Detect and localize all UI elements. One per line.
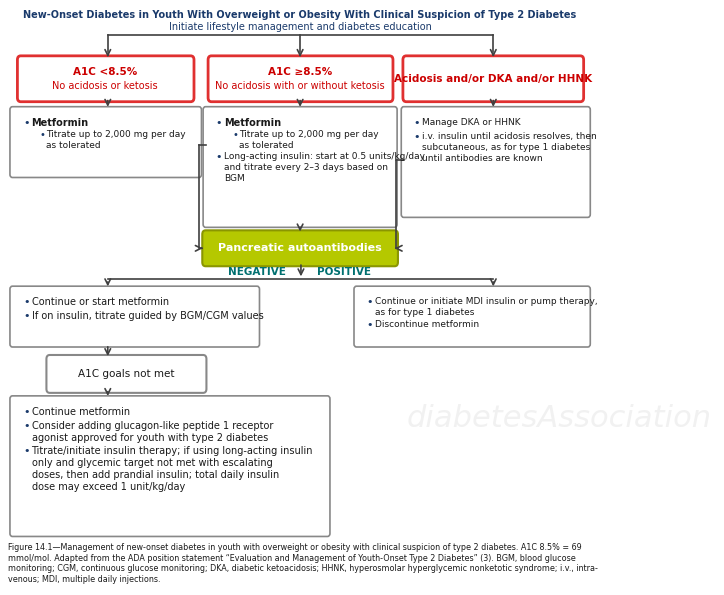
Text: i.v. insulin until acidosis resolves, then: i.v. insulin until acidosis resolves, th… (422, 131, 597, 140)
Text: Long-acting insulin: start at 0.5 units/kg/day: Long-acting insulin: start at 0.5 units/… (224, 152, 425, 161)
Text: as for type 1 diabetes: as for type 1 diabetes (375, 308, 474, 317)
Text: doses, then add prandial insulin; total daily insulin: doses, then add prandial insulin; total … (32, 469, 279, 480)
Text: agonist approved for youth with type 2 diabetes: agonist approved for youth with type 2 d… (32, 433, 268, 443)
Text: until antibodies are known: until antibodies are known (422, 154, 542, 162)
Text: Manage DKA or HHNK: Manage DKA or HHNK (422, 118, 521, 127)
Text: •: • (23, 297, 30, 307)
Text: and titrate every 2–3 days based on: and titrate every 2–3 days based on (224, 162, 388, 171)
Text: Metformin: Metformin (32, 118, 88, 128)
FancyBboxPatch shape (203, 107, 397, 227)
FancyBboxPatch shape (10, 286, 259, 347)
Text: A1C ≥8.5%: A1C ≥8.5% (268, 67, 332, 77)
FancyBboxPatch shape (401, 107, 590, 217)
Text: •: • (23, 311, 30, 321)
Text: Titrate/initiate insulin therapy; if using long-acting insulin: Titrate/initiate insulin therapy; if usi… (32, 446, 313, 456)
Text: No acidosis with or without ketosis: No acidosis with or without ketosis (215, 81, 385, 91)
Text: only and glycemic target not met with escalating: only and glycemic target not met with es… (32, 458, 272, 468)
Text: •: • (23, 446, 30, 456)
Text: •: • (40, 130, 46, 140)
Text: Consider adding glucagon-like peptide 1 receptor: Consider adding glucagon-like peptide 1 … (32, 421, 273, 431)
Text: Pancreatic autoantibodies: Pancreatic autoantibodies (218, 243, 382, 253)
Text: If on insulin, titrate guided by BGM/CGM values: If on insulin, titrate guided by BGM/CGM… (32, 311, 264, 321)
FancyBboxPatch shape (208, 56, 393, 102)
Text: •: • (23, 421, 30, 431)
FancyBboxPatch shape (46, 355, 206, 393)
Text: Figure 14.1—Management of new-onset diabetes in youth with overweight or obesity: Figure 14.1—Management of new-onset diab… (8, 543, 598, 584)
Text: •: • (216, 152, 222, 162)
Text: Continue or start metformin: Continue or start metformin (32, 297, 169, 307)
Text: POSITIVE: POSITIVE (317, 267, 371, 277)
Text: diabetesAssociation: diabetesAssociation (406, 404, 712, 433)
Text: •: • (232, 130, 238, 140)
Text: •: • (413, 118, 420, 128)
Text: •: • (366, 320, 373, 330)
Text: dose may exceed 1 unit/kg/day: dose may exceed 1 unit/kg/day (32, 481, 185, 491)
Text: No acidosis or ketosis: No acidosis or ketosis (52, 81, 158, 91)
Text: as tolerated: as tolerated (239, 140, 293, 149)
FancyBboxPatch shape (10, 396, 330, 537)
FancyBboxPatch shape (202, 230, 398, 266)
Text: Continue or initiate MDI insulin or pump therapy,: Continue or initiate MDI insulin or pump… (375, 297, 597, 306)
Text: •: • (366, 297, 373, 307)
Text: A1C <8.5%: A1C <8.5% (73, 67, 138, 77)
Text: •: • (413, 131, 420, 142)
Text: Titrate up to 2,000 mg per day: Titrate up to 2,000 mg per day (239, 130, 379, 139)
Text: Initiate lifestyle management and diabetes education: Initiate lifestyle management and diabet… (169, 22, 432, 32)
Text: •: • (23, 118, 30, 128)
Text: Metformin: Metformin (224, 118, 281, 128)
Text: subcutaneous, as for type 1 diabetes: subcutaneous, as for type 1 diabetes (422, 143, 590, 152)
FancyBboxPatch shape (403, 56, 584, 102)
Text: Titrate up to 2,000 mg per day: Titrate up to 2,000 mg per day (46, 130, 186, 139)
Text: as tolerated: as tolerated (46, 140, 101, 149)
Text: NEGATIVE: NEGATIVE (228, 267, 286, 277)
Text: •: • (216, 118, 222, 128)
Text: A1C goals not met: A1C goals not met (78, 369, 174, 379)
FancyBboxPatch shape (10, 107, 201, 177)
Text: •: • (23, 407, 30, 417)
FancyBboxPatch shape (17, 56, 194, 102)
Text: Discontinue metformin: Discontinue metformin (375, 320, 479, 329)
Text: New-Onset Diabetes in Youth With Overweight or Obesity With Clinical Suspicion o: New-Onset Diabetes in Youth With Overwei… (23, 10, 577, 20)
Text: BGM: BGM (224, 174, 245, 183)
Text: Continue metformin: Continue metformin (32, 407, 130, 417)
Text: Acidosis and/or DKA and/or HHNK: Acidosis and/or DKA and/or HHNK (394, 74, 592, 84)
FancyBboxPatch shape (354, 286, 590, 347)
